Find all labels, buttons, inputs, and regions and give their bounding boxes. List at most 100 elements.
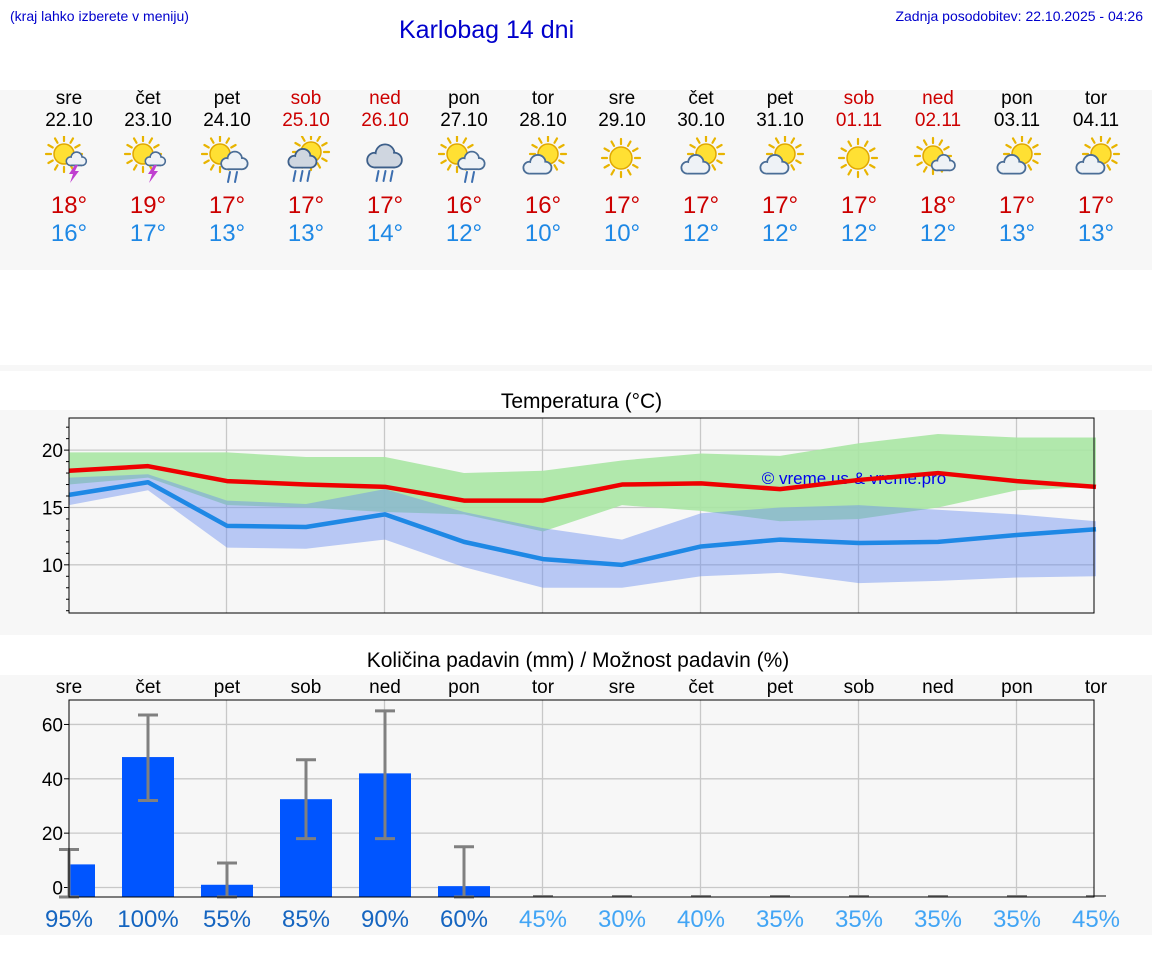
precipitation-probability: 30% (598, 906, 646, 933)
x-category-label: ned (922, 677, 954, 698)
x-category-label: sob (844, 677, 875, 698)
x-category-label: ned (369, 677, 401, 698)
separator-strip (0, 365, 1152, 371)
x-category-label: pon (448, 677, 480, 698)
x-category-label: tor (532, 677, 555, 698)
day-date: 27.10 (440, 110, 488, 131)
max-temperature: 18° (919, 192, 957, 219)
min-temperature: 12° (682, 220, 720, 247)
y-tick-label: 0 (52, 878, 63, 899)
day-date: 02.11 (914, 110, 962, 131)
sun-cloud-thunder-icon (44, 136, 88, 183)
x-category-label: sob (291, 677, 322, 698)
sun-cloud-thunder-icon (123, 136, 167, 183)
precipitation-probability: 90% (361, 906, 409, 933)
min-temperature: 17° (129, 220, 167, 247)
day-date: 25.10 (282, 110, 330, 131)
max-temperature-line (68, 463, 1097, 503)
day-column: pon 03.11 17° 13° (978, 88, 1057, 248)
precipitation-probability: 35% (756, 906, 804, 933)
day-date: 04.11 (1072, 110, 1120, 131)
day-date: 22.10 (45, 110, 93, 131)
sun-cloud-icon (1075, 136, 1121, 175)
sun-icon (837, 137, 879, 179)
cloud-heavy-rain-icon (366, 143, 403, 182)
precipitation-plot-area (69, 700, 1094, 897)
precipitation-chart-title: Količina padavin (mm) / Možnost padavin … (367, 649, 790, 672)
min-temperature-range-band (69, 474, 1096, 588)
max-temperature: 16° (524, 192, 562, 219)
day-column: sob 01.11 17° 12° (820, 88, 899, 248)
precipitation-probability: 55% (203, 906, 251, 933)
precipitation-probability: 95% (45, 906, 93, 933)
y-tick-label: 20 (42, 824, 63, 845)
temperature-chart-title: Temperatura (°C) (501, 390, 662, 413)
day-column: pet 31.10 17° 12° (741, 88, 820, 248)
day-name: tor (531, 88, 555, 109)
max-temperature: 19° (129, 192, 167, 219)
y-tick-label: 40 (42, 770, 63, 791)
day-date: 28.10 (519, 110, 567, 131)
max-temperature: 17° (1077, 192, 1115, 219)
day-column: tor 04.11 17° 13° (1057, 88, 1136, 248)
location-hint: (kraj lahko izberete v meniju) (10, 8, 189, 24)
day-name: sre (55, 88, 83, 109)
max-temperature: 17° (840, 192, 878, 219)
min-temperature: 10° (524, 220, 562, 247)
min-temperature: 12° (445, 220, 483, 247)
day-column: čet 30.10 17° 12° (662, 88, 741, 248)
day-column: sre 29.10 17° 10° (583, 88, 662, 248)
day-date: 26.10 (361, 110, 409, 131)
day-name: sre (608, 88, 636, 109)
max-temperature: 17° (761, 192, 799, 219)
precipitation-probability: 35% (835, 906, 883, 933)
sun-small-cloud-icon (913, 136, 956, 176)
day-name: ned (922, 88, 954, 109)
min-temperature: 10° (603, 220, 641, 247)
min-temperature: 13° (287, 220, 325, 247)
min-temperature: 14° (366, 220, 404, 247)
min-temperature: 13° (998, 220, 1036, 247)
day-name: ned (369, 88, 401, 109)
day-column: ned 02.11 18° 12° (899, 88, 978, 248)
sun-icon (600, 137, 642, 179)
day-name: pet (213, 88, 241, 109)
max-temperature: 17° (287, 192, 325, 219)
day-column: tor 28.10 16° 10° (504, 88, 583, 248)
page-title: Karlobag 14 dni (399, 16, 575, 44)
sun-cloud-icon (680, 136, 726, 175)
x-category-label: tor (1085, 677, 1108, 698)
precipitation-probability: 60% (440, 906, 488, 933)
min-temperature: 13° (208, 220, 246, 247)
day-date: 03.11 (993, 110, 1041, 131)
min-temperature-line (68, 479, 1097, 568)
day-date: 30.10 (677, 110, 725, 131)
x-category-label: pet (214, 677, 241, 698)
precipitation-chart: Količina padavin (mm) / Možnost padavin … (42, 649, 1120, 933)
max-temperature: 18° (50, 192, 88, 219)
min-temperature: 12° (840, 220, 878, 247)
day-date: 23.10 (124, 110, 172, 131)
day-column: čet 23.10 19° 17° (109, 88, 188, 248)
sun-cloud-icon (522, 136, 568, 175)
daily-summary-panel (0, 90, 1152, 270)
day-column: ned 26.10 17° 14° (346, 88, 425, 248)
sun-cloud-rain-icon (201, 136, 249, 183)
x-category-label: sre (609, 677, 635, 698)
precipitation-probability: 100% (117, 906, 178, 933)
precipitation-probability: 35% (914, 906, 962, 933)
sun-cloud-icon (996, 136, 1042, 175)
y-tick-label: 60 (42, 715, 63, 736)
sun-cloud-rain-icon (438, 136, 486, 183)
day-name: tor (1084, 88, 1108, 109)
day-date: 29.10 (598, 110, 646, 131)
min-temperature: 12° (919, 220, 957, 247)
day-name: pon (448, 88, 480, 109)
precipitation-probability: 40% (677, 906, 725, 933)
daily-forecast-row: sre 22.10 18° 16° čet 23.10 19° 17° pet 24.10 17° 1… (0, 88, 1152, 253)
max-temperature: 17° (366, 192, 404, 219)
last-updated: Zadnja posodobitev: 22.10.2025 - 04:26 (895, 8, 1143, 24)
y-tick-label: 20 (42, 441, 63, 462)
y-tick-label: 15 (42, 498, 63, 519)
